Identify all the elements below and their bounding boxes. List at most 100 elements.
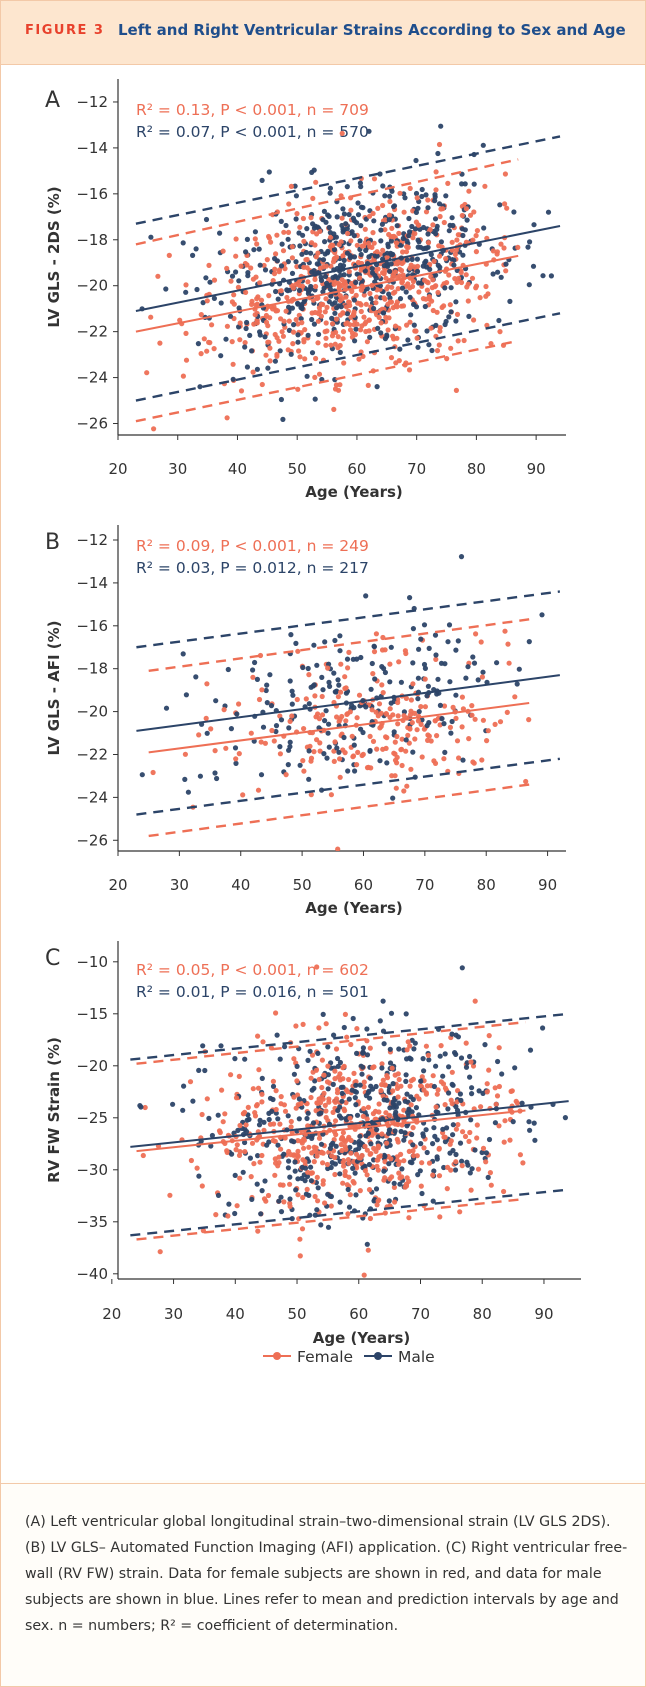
point-female <box>435 289 441 296</box>
point-female <box>167 1192 173 1198</box>
point-male <box>200 300 206 306</box>
point-female <box>459 1163 465 1169</box>
point-male <box>325 1165 331 1172</box>
point-female <box>322 329 328 335</box>
point-female <box>234 1142 240 1148</box>
point-female <box>458 279 465 286</box>
point-male <box>325 1044 331 1050</box>
point-female <box>391 1184 397 1190</box>
point-male <box>298 305 304 311</box>
y-tick-label: −40 <box>76 1265 108 1283</box>
point-female <box>479 757 485 763</box>
point-female <box>466 188 472 194</box>
point-female <box>332 1076 338 1082</box>
point-male <box>196 1173 202 1179</box>
point-male <box>406 1106 412 1112</box>
point-male <box>352 338 358 344</box>
point-female <box>297 1236 303 1242</box>
point-female <box>497 719 504 725</box>
point-female <box>380 247 386 253</box>
point-male <box>333 1143 339 1149</box>
point-male <box>306 1192 312 1198</box>
point-male <box>325 730 331 736</box>
point-female <box>437 253 443 259</box>
point-female <box>488 341 494 347</box>
point-female <box>354 762 360 768</box>
point-female <box>398 746 405 752</box>
point-male <box>514 681 520 687</box>
point-male <box>315 224 321 230</box>
point-male <box>293 216 299 222</box>
point-male <box>382 193 388 199</box>
point-female <box>375 266 381 272</box>
point-male <box>442 749 448 756</box>
point-female <box>233 253 239 259</box>
point-female <box>140 1152 146 1159</box>
point-female <box>259 1091 265 1097</box>
point-female <box>322 1102 328 1108</box>
caption-separator <box>1 1483 645 1484</box>
point-female <box>271 738 277 744</box>
point-male <box>377 283 383 289</box>
point-male <box>412 226 419 232</box>
point-female <box>298 1100 304 1107</box>
point-male <box>371 305 377 312</box>
point-female <box>277 751 283 757</box>
point-female <box>382 217 388 223</box>
point-male <box>449 215 455 221</box>
point-female <box>434 348 441 354</box>
point-female <box>387 706 393 712</box>
point-male <box>264 682 270 688</box>
point-female <box>392 757 399 763</box>
point-female <box>157 1249 163 1255</box>
point-male <box>465 664 471 670</box>
point-female <box>448 1167 454 1173</box>
point-female <box>312 309 318 316</box>
point-female <box>339 1147 345 1154</box>
point-female <box>262 740 268 746</box>
point-female <box>404 1047 410 1053</box>
point-male <box>298 316 304 322</box>
point-female <box>421 1145 427 1151</box>
point-male <box>299 251 305 257</box>
point-female <box>480 1145 487 1151</box>
x-tick-label: 40 <box>231 876 250 894</box>
point-female <box>392 773 398 779</box>
point-female <box>216 1128 223 1134</box>
point-male <box>357 1082 363 1088</box>
point-female <box>411 1153 417 1159</box>
point-female <box>324 1161 330 1168</box>
point-female <box>402 648 408 654</box>
point-female <box>381 270 387 276</box>
point-male <box>326 744 332 750</box>
point-female <box>301 238 307 244</box>
point-male <box>507 298 513 304</box>
point-female <box>462 1133 469 1140</box>
lower-pi-line-male <box>136 757 561 816</box>
points-layer <box>139 554 545 851</box>
x-tick-label: 50 <box>287 1305 306 1323</box>
point-male <box>399 285 406 291</box>
point-male <box>312 396 318 402</box>
point-female <box>234 1203 240 1209</box>
point-female <box>224 1148 230 1154</box>
point-female <box>301 1145 307 1151</box>
point-male <box>403 1078 409 1084</box>
point-male <box>278 263 285 269</box>
point-male <box>469 1085 475 1091</box>
stats-male: R² = 0.01, P = 0.016, n = 501 <box>136 983 369 1001</box>
y-tick-label: −10 <box>76 953 108 971</box>
point-female <box>483 1159 489 1165</box>
point-male <box>449 1031 455 1037</box>
point-male <box>353 279 359 286</box>
point-female <box>199 1111 205 1118</box>
point-female <box>273 1106 279 1113</box>
point-female <box>376 701 383 707</box>
point-male <box>367 1177 373 1183</box>
point-female <box>374 294 380 300</box>
point-male <box>355 212 362 218</box>
point-male <box>407 229 413 235</box>
point-female <box>304 265 310 271</box>
point-female <box>350 1178 356 1185</box>
